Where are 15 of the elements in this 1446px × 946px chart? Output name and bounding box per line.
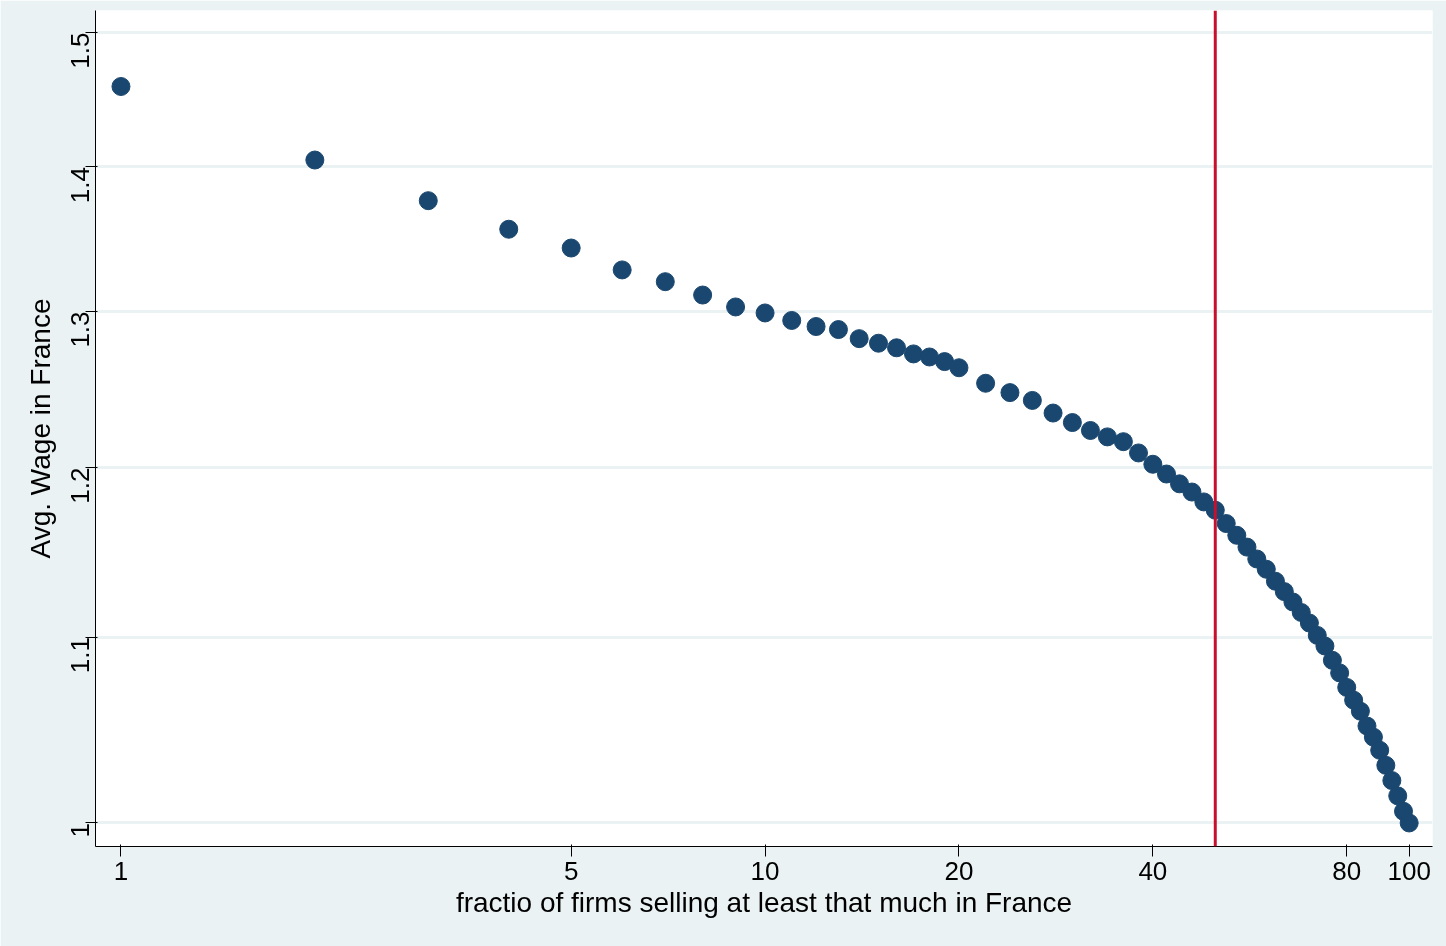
x-tick-label: 5 <box>563 855 579 886</box>
x-tick-label: 100 <box>1387 855 1431 886</box>
y-tick-label: 1.4 <box>65 166 96 204</box>
x-tick-label: 20 <box>944 855 974 886</box>
x-tick-label: 10 <box>750 855 780 886</box>
x-tick-label: 40 <box>1138 855 1168 886</box>
y-tick-label: 1 <box>65 822 96 838</box>
y-tick-label: 1.1 <box>65 637 96 674</box>
y-axis-title: Avg. Wage in France <box>24 298 56 559</box>
y-tick-label: 1.3 <box>65 311 96 348</box>
y-tick-label: 1.2 <box>65 467 96 504</box>
x-tick-label: 1 <box>113 855 129 886</box>
y-tick-label: 1.5 <box>65 32 96 69</box>
x-tick-label: 80 <box>1332 855 1362 886</box>
x-axis-title: fractio of firms selling at least that much in France <box>455 886 1073 918</box>
